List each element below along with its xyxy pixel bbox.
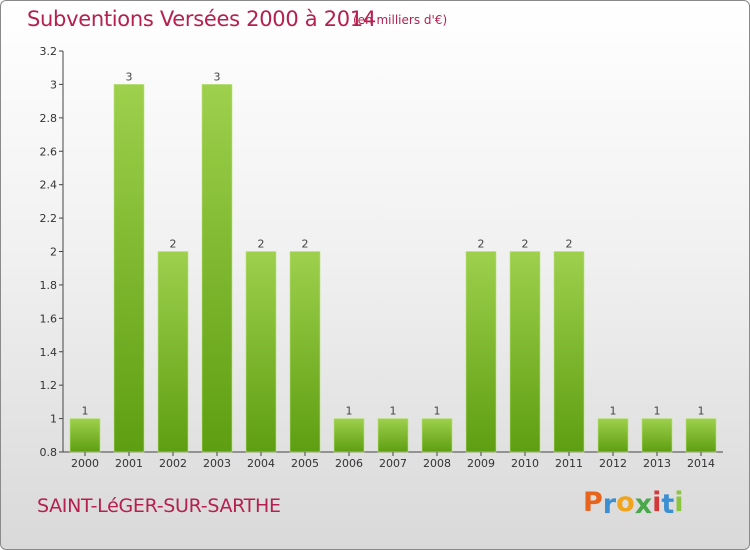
bar-2014: [685, 418, 717, 453]
value-label-2012: 1: [610, 405, 617, 418]
bar-2008: [421, 418, 453, 453]
value-label-2011: 2: [566, 238, 573, 251]
y-tick-label: 3: [50, 78, 57, 91]
unit-note: (en milliers d'€): [353, 13, 448, 27]
x-tick-label-2009: 2009: [467, 457, 495, 470]
logo-letter: i: [674, 487, 684, 518]
y-tick-label: 2.6: [40, 145, 58, 158]
x-tick-label-2004: 2004: [247, 457, 275, 470]
chart-title: Subventions Versées 2000 à 2014: [27, 7, 376, 31]
logo-letter: o: [616, 487, 635, 518]
value-label-2014: 1: [698, 405, 705, 418]
y-tick-label: 0.8: [40, 446, 58, 459]
bar-2013: [641, 418, 673, 453]
bar-2000: [69, 418, 101, 453]
x-tick-label-2006: 2006: [335, 457, 363, 470]
logo-letter: t: [661, 489, 675, 520]
x-tick-label-2013: 2013: [643, 457, 671, 470]
y-tick-label: 1: [50, 413, 57, 426]
x-tick-label-2000: 2000: [71, 457, 99, 470]
value-label-2009: 2: [478, 238, 485, 251]
value-label-2008: 1: [434, 405, 441, 418]
bar-2005: [289, 251, 321, 453]
bar-2012: [597, 418, 629, 453]
x-ticks: 2000 2001 2002 2003 2004 2005 2006 2007 2008 2009…: [71, 452, 715, 470]
y-tick-label: 1.6: [40, 312, 58, 325]
value-label-2000: 1: [82, 405, 89, 418]
bar-2010: [509, 251, 541, 453]
bar-2001: [113, 84, 145, 453]
value-label-2005: 2: [302, 238, 309, 251]
logo-letter: P: [583, 487, 603, 518]
y-tick-label: 2.8: [40, 112, 58, 125]
value-label-2006: 1: [346, 405, 353, 418]
bar-2007: [377, 418, 409, 453]
x-tick-label-2012: 2012: [599, 457, 627, 470]
y-tick-label: 1.4: [40, 346, 58, 359]
bar-2002: [157, 251, 189, 453]
bars: 1 3 2 3 2 2 1 1 1 2 2 2 1 1 1: [69, 70, 717, 453]
value-label-2002: 2: [170, 238, 177, 251]
bar-2006: [333, 418, 365, 453]
logo-letter: x: [634, 489, 653, 520]
y-tick-label: 2: [50, 246, 57, 259]
x-tick-label-2008: 2008: [423, 457, 451, 470]
value-label-2007: 1: [390, 405, 397, 418]
bar-2009: [465, 251, 497, 453]
y-ticks: 0.8 1 1.2 1.4 1.6 1.8 2 2.2 2.4 2.6 2.8 3 3.2: [40, 45, 63, 459]
value-label-2004: 2: [258, 238, 265, 251]
x-tick-label-2005: 2005: [291, 457, 319, 470]
x-tick-label-2011: 2011: [555, 457, 583, 470]
bar-2004: [245, 251, 277, 453]
logo-letter: r: [602, 489, 617, 520]
commune-name: SAINT-LéGER-SUR-SARTHE: [37, 495, 281, 517]
x-tick-label-2001: 2001: [115, 457, 143, 470]
proxiti-logo[interactable]: Proxiti: [583, 487, 684, 520]
x-tick-label-2003: 2003: [203, 457, 231, 470]
y-tick-label: 2.4: [40, 179, 58, 192]
value-label-2003: 3: [214, 70, 221, 83]
x-tick-label-2002: 2002: [159, 457, 187, 470]
bar-2011: [553, 251, 585, 453]
logo-letter: i: [652, 487, 662, 518]
value-label-2013: 1: [654, 405, 661, 418]
y-tick-label: 1.8: [40, 279, 58, 292]
y-tick-label: 2.2: [40, 212, 58, 225]
y-tick-label: 3.2: [40, 45, 58, 58]
y-tick-label: 1.2: [40, 379, 58, 392]
x-tick-label-2007: 2007: [379, 457, 407, 470]
value-label-2010: 2: [522, 238, 529, 251]
value-label-2001: 3: [126, 70, 133, 83]
x-tick-label-2014: 2014: [687, 457, 715, 470]
bar-2003: [201, 84, 233, 453]
x-tick-label-2010: 2010: [511, 457, 539, 470]
